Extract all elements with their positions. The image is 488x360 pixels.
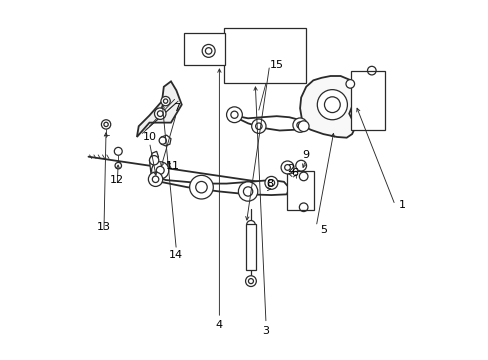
Text: 7: 7 — [172, 103, 180, 113]
Text: 11: 11 — [165, 161, 180, 171]
Bar — [351, 71, 385, 130]
Polygon shape — [149, 151, 158, 176]
Circle shape — [101, 120, 110, 129]
Text: 15: 15 — [269, 60, 283, 70]
Circle shape — [238, 182, 257, 201]
Circle shape — [296, 122, 303, 129]
Text: 3: 3 — [262, 325, 269, 336]
Circle shape — [346, 80, 354, 88]
Circle shape — [298, 121, 308, 132]
Circle shape — [317, 90, 346, 120]
Circle shape — [226, 107, 242, 123]
Bar — [245, 224, 256, 270]
Circle shape — [159, 137, 166, 144]
Text: 9: 9 — [301, 150, 308, 160]
Text: 5: 5 — [319, 225, 326, 235]
Polygon shape — [300, 76, 355, 138]
Circle shape — [149, 156, 159, 165]
Circle shape — [295, 160, 306, 171]
Text: 10: 10 — [142, 132, 156, 142]
Polygon shape — [230, 113, 301, 131]
Text: 12: 12 — [110, 175, 124, 185]
Polygon shape — [137, 81, 182, 137]
Circle shape — [251, 119, 265, 134]
Circle shape — [151, 162, 168, 179]
Circle shape — [230, 111, 238, 118]
Text: 14: 14 — [169, 250, 183, 260]
Circle shape — [189, 175, 213, 199]
Circle shape — [154, 108, 165, 120]
Circle shape — [255, 123, 262, 130]
Circle shape — [292, 118, 306, 132]
Text: 4: 4 — [215, 320, 223, 330]
Polygon shape — [159, 135, 171, 146]
Text: 13: 13 — [97, 222, 111, 231]
Circle shape — [281, 161, 293, 174]
Circle shape — [246, 221, 255, 229]
Circle shape — [243, 187, 252, 196]
Bar — [286, 171, 313, 211]
Text: 6: 6 — [291, 168, 298, 178]
Text: 2: 2 — [287, 164, 294, 174]
Circle shape — [148, 172, 163, 186]
Polygon shape — [151, 176, 289, 195]
Circle shape — [324, 97, 340, 113]
Circle shape — [245, 276, 256, 287]
Circle shape — [264, 176, 277, 189]
Circle shape — [267, 180, 274, 186]
Text: 1: 1 — [398, 200, 405, 210]
Circle shape — [152, 176, 159, 183]
Circle shape — [156, 166, 164, 174]
Bar — [223, 28, 305, 83]
Circle shape — [115, 162, 121, 169]
Circle shape — [161, 96, 170, 106]
Bar — [183, 33, 224, 65]
Circle shape — [195, 181, 207, 193]
Text: 8: 8 — [265, 179, 273, 189]
Circle shape — [114, 147, 122, 155]
